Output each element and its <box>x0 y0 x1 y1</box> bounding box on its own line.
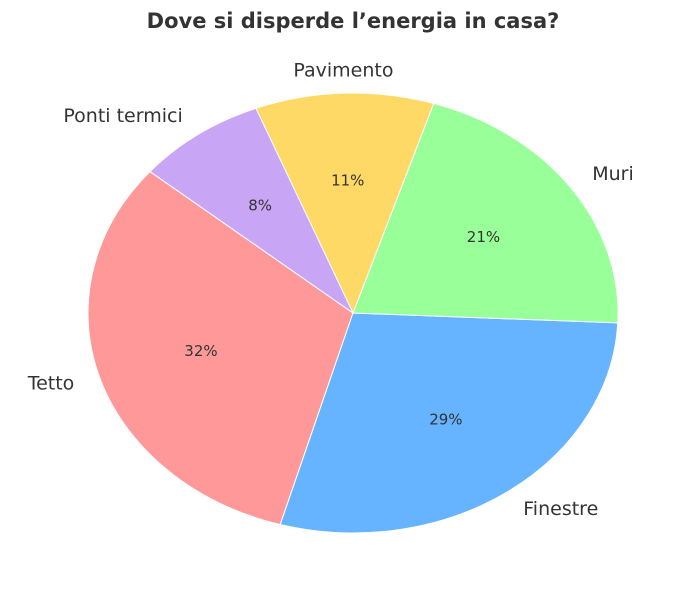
percent-label: 32% <box>184 342 217 360</box>
slice-label: Ponti termici <box>63 105 182 127</box>
percent-label: 29% <box>429 411 462 429</box>
slice-label: Finestre <box>523 498 598 520</box>
pie-slice <box>87 170 354 526</box>
pie-slice <box>352 102 619 324</box>
percent-label: 21% <box>467 228 500 246</box>
pie-slice <box>255 92 435 315</box>
slice-label: Muri <box>592 163 634 185</box>
pie-slice <box>279 312 619 534</box>
slice-label: Pavimento <box>293 60 393 82</box>
pie-slice <box>149 107 355 315</box>
percent-label: 11% <box>331 172 364 190</box>
slice-label: Tetto <box>27 372 75 394</box>
chart-title: Dove si disperde l’energia in casa? <box>147 9 560 33</box>
percent-label: 8% <box>248 196 272 214</box>
